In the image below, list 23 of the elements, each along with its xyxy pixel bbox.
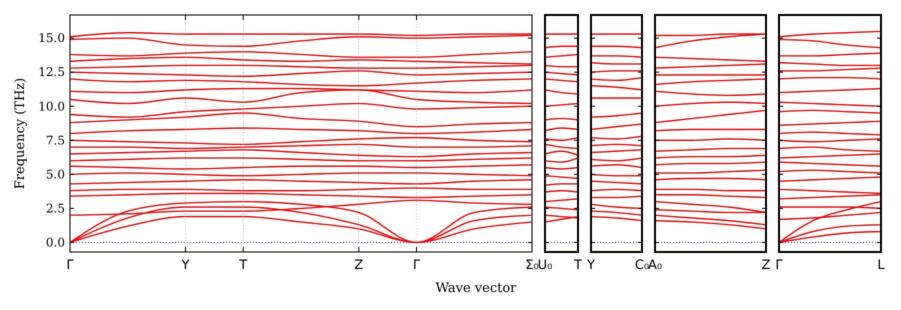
y-tick-label: 10.0 (38, 99, 65, 114)
x-tick-label: C₀ (634, 258, 650, 273)
y-tick-label: 2.5 (46, 201, 65, 216)
y-tick-label: 0.0 (46, 235, 65, 250)
x-tick-label: Σ₀ (525, 258, 539, 273)
x-tick-label: Y (586, 258, 596, 273)
x-tick-label: T (573, 258, 582, 273)
x-axis-title: Wave vector (436, 281, 518, 296)
y-axis-title: Frequency (THz) (13, 78, 28, 190)
x-tick-label: Z (762, 258, 771, 273)
y-tick-label: 7.5 (46, 133, 65, 148)
x-tick-label: T (238, 258, 248, 273)
y-tick-label: 12.5 (38, 65, 65, 80)
x-tick-label: U₀ (538, 258, 552, 273)
y-tick-label: 15.0 (38, 31, 65, 46)
x-tick-label: Y (180, 258, 190, 273)
y-tick-label: 5.0 (46, 167, 65, 182)
x-tick-label: Z (354, 258, 364, 273)
x-tick-label: Γ (412, 258, 421, 273)
x-tick-label: Γ (66, 258, 74, 273)
x-tick-label: L (877, 258, 886, 273)
x-tick-label: Γ (775, 258, 784, 273)
x-tick-label: A₀ (648, 258, 662, 273)
